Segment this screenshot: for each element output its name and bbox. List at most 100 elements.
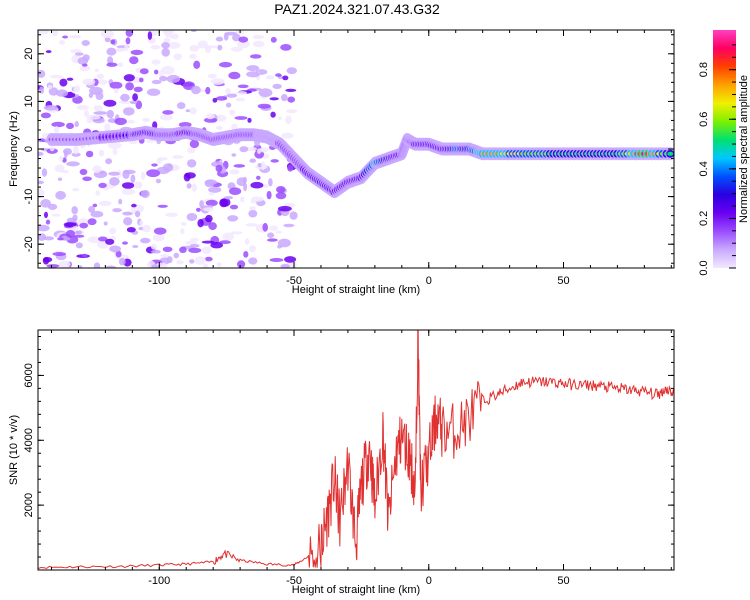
heatmap-noise-blob <box>151 59 161 65</box>
heatmap-noise-blob <box>193 60 201 69</box>
heatmap-noise-blob <box>202 263 209 268</box>
heatmap-noise-blob <box>105 265 117 268</box>
heatmap-noise-blob <box>205 214 213 223</box>
heatmap-noise-blob <box>75 52 84 56</box>
heatmap-noise-blob <box>82 253 88 258</box>
x-tick-label: 0 <box>426 575 432 587</box>
heatmap-noise-blob <box>43 236 55 241</box>
heatmap-noise-blob <box>63 222 77 228</box>
heatmap-noise-blob <box>69 34 82 39</box>
heatmap-noise-blob <box>215 164 223 173</box>
heatmap-noise-blob <box>237 84 249 89</box>
heatmap-noise-blob <box>282 75 289 81</box>
spectrogram-heatmap <box>38 30 674 268</box>
heatmap-noise-blob <box>197 40 208 49</box>
heatmap-noise-blob <box>104 36 111 43</box>
heatmap-noise-blob <box>217 44 223 51</box>
heatmap-noise-blob <box>92 203 98 208</box>
heatmap-noise-blob <box>231 123 238 130</box>
y-tick-label: 10 <box>23 95 35 107</box>
heatmap-noise-blob <box>126 227 136 233</box>
heatmap-noise-blob <box>229 169 240 175</box>
heatmap-noise-blob <box>118 100 132 104</box>
heatmap-noise-blob <box>75 242 83 249</box>
heatmap-noise-blob <box>162 163 174 172</box>
spectrogram-y-label: Frequency (Hz) <box>8 111 20 187</box>
heatmap-noise-blob <box>167 41 181 49</box>
heatmap-noise-blob <box>140 189 150 199</box>
heatmap-noise-blob <box>166 74 181 83</box>
heatmap-noise-blob <box>215 36 224 42</box>
heatmap-noise-blob <box>74 121 79 128</box>
heatmap-noise-blob <box>84 110 89 118</box>
snr-panel: -100 -50 0 50 2000 4000 6000 Height of straig… <box>8 329 675 596</box>
x-tick-label: 0 <box>426 275 432 287</box>
heatmap-noise-blob <box>216 262 222 268</box>
heatmap-noise-blob <box>43 105 58 111</box>
heatmap-noise-blob <box>210 242 223 249</box>
heatmap-noise-blob <box>205 199 218 207</box>
heatmap-noise-blob <box>203 207 215 212</box>
heatmap-noise-blob <box>269 225 279 231</box>
colorbar-tick-label: 0.2 <box>698 211 710 226</box>
heatmap-noise-blob <box>206 113 215 120</box>
heatmap-noise-blob <box>159 75 168 82</box>
heatmap-noise-blob <box>51 213 61 217</box>
heatmap-noise-blob <box>252 34 265 40</box>
heatmap-noise-blob <box>236 91 247 95</box>
heatmap-noise-blob <box>151 163 158 167</box>
heatmap-noise-blob <box>270 111 276 118</box>
heatmap-noise-blob <box>57 237 64 241</box>
heatmap-noise-blob <box>122 241 128 245</box>
heatmap-noise-blob <box>55 190 66 200</box>
heatmap-noise-blob <box>141 117 151 122</box>
heatmap-noise-blob <box>120 93 130 102</box>
heatmap-noise-blob <box>96 73 105 80</box>
heatmap-noise-blob <box>280 94 288 102</box>
heatmap-noise-blob <box>171 33 179 40</box>
heatmap-noise-blob <box>131 203 137 208</box>
heatmap-noise-blob <box>243 251 249 258</box>
heatmap-noise-blob <box>186 213 198 221</box>
heatmap-noise-blob <box>98 149 105 157</box>
heatmap-noise-blob <box>188 247 202 253</box>
chart-title: PAZ1.2024.321.07.43.G32 <box>274 1 440 17</box>
heatmap-noise-blob <box>162 30 175 35</box>
heatmap-noise-blob <box>207 73 217 79</box>
heatmap-noise-blob <box>87 236 102 244</box>
heatmap-noise-blob <box>176 102 186 110</box>
heatmap-noise-blob <box>155 178 161 184</box>
heatmap-noise-blob <box>151 249 161 254</box>
heatmap-noise-blob <box>86 114 101 120</box>
heatmap-noise-blob <box>222 232 234 241</box>
heatmap-noise-blob <box>72 187 80 192</box>
heatmap-noise-blob <box>268 178 273 187</box>
heatmap-noise-blob <box>180 228 185 235</box>
heatmap-noise-blob <box>219 240 231 245</box>
heatmap-noise-blob <box>194 256 206 265</box>
snr-frame <box>37 329 675 571</box>
heatmap-noise-blob <box>229 109 236 116</box>
heatmap-noise-blob <box>276 186 286 194</box>
heatmap-noise-blob <box>234 116 248 120</box>
heatmap-noise-blob <box>132 245 139 248</box>
heatmap-noise-blob <box>287 165 294 172</box>
heatmap-noise-blob <box>115 250 122 258</box>
colorbar-fill <box>713 30 736 268</box>
y-tick-label: 0 <box>23 146 35 152</box>
heatmap-noise-blob <box>225 102 232 108</box>
heatmap-noise-blob <box>215 125 223 130</box>
heatmap-noise-blob <box>154 69 159 75</box>
heatmap-noise-blob <box>125 37 131 45</box>
heatmap-noise-blob <box>189 44 200 52</box>
heatmap-noise-blob <box>235 30 244 35</box>
spectrogram-y-ticks: -20 -10 0 10 20 <box>23 34 674 264</box>
heatmap-noise-blob <box>187 159 197 168</box>
heatmap-noise-blob <box>284 256 297 263</box>
y-tick-label: 2000 <box>23 493 35 517</box>
heatmap-noise-blob <box>269 258 284 262</box>
heatmap-noise-blob <box>38 30 49 35</box>
heatmap-noise-blob <box>139 77 144 83</box>
heatmap-noise-blob <box>79 65 91 72</box>
